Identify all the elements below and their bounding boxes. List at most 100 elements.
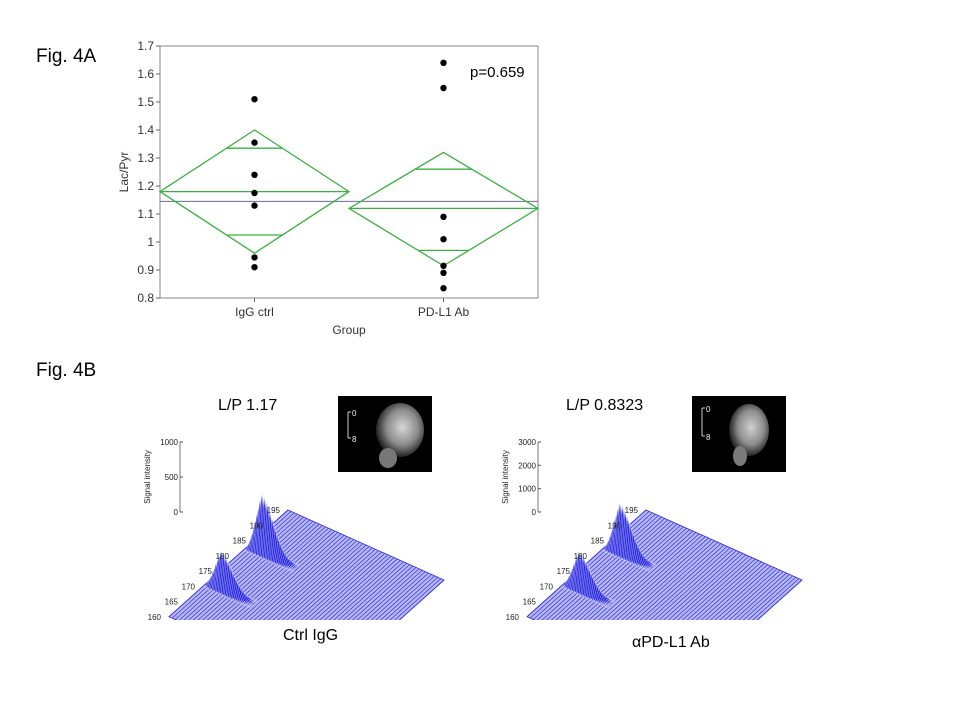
p-value: p=0.659 [470, 64, 525, 81]
spectrum-peak [244, 598, 253, 606]
data-point [251, 96, 258, 103]
data-point [251, 254, 258, 261]
spectrum-peak [247, 599, 256, 608]
data-point [251, 139, 258, 146]
spectrum-trace [705, 564, 768, 620]
spectrum-trace [239, 532, 339, 620]
spectrum-trace [532, 512, 653, 620]
spectrum-peak [603, 599, 613, 607]
spectrum-trace [225, 527, 329, 620]
spectrum-trace [546, 516, 662, 620]
spectrum-trace [677, 555, 750, 620]
spectrum-trace [262, 539, 354, 620]
spectrum-trace [220, 526, 326, 620]
spectrum-trace [253, 536, 348, 620]
spectrum-trace [398, 579, 445, 620]
x-axis-label: Group [332, 323, 366, 337]
spectrum-trace [686, 558, 756, 620]
y-tick-label: 1.2 [137, 179, 154, 193]
data-point [440, 213, 447, 220]
ppm-tick-label: 190 [250, 521, 264, 530]
spectrum-trace [663, 551, 740, 620]
spectrum-trace [691, 560, 759, 620]
spectrum-trace [305, 551, 382, 620]
caption-pdl1: αPD-L1 Ab [632, 634, 710, 651]
spectrum-trace [541, 515, 659, 620]
y-tick-label: 1 [147, 235, 154, 249]
spectrum-trace [611, 536, 706, 620]
spectrum-trace [644, 546, 728, 620]
spectrum-trace [351, 565, 414, 620]
spectrum-trace [672, 554, 747, 620]
spectrum-trace [286, 546, 370, 620]
spectrum-trace [216, 525, 323, 620]
lp-ratio-ctrl: L/P 1.17 [218, 397, 278, 414]
y-tick-label: 0.9 [137, 263, 154, 277]
spectrum-trace [620, 539, 712, 620]
spectrum-trace [291, 547, 373, 620]
svg-text:0: 0 [352, 409, 357, 418]
spectrum-trace [295, 548, 376, 620]
data-point [440, 236, 447, 243]
spectra-plot-pdl1: 0 1000 2000 3000 Signal intensity 19519018518… [501, 438, 803, 620]
spectrum-trace [272, 541, 361, 620]
spectrum-peak [242, 597, 252, 606]
z-axis-label: Signal intensity [501, 450, 510, 504]
spectrum-trace [197, 519, 311, 620]
spectrum-trace [300, 550, 379, 620]
z-tick-label: 0 [174, 508, 179, 517]
svg-text:8: 8 [352, 435, 357, 444]
spectrum-trace [319, 555, 392, 620]
spectrum-trace [380, 574, 432, 620]
spectrum-trace [653, 548, 734, 620]
y-tick-label: 0.8 [137, 291, 154, 305]
spectrum-trace [639, 544, 725, 620]
ppm-tick-label: 175 [199, 567, 213, 576]
spectrum-peak [643, 561, 652, 570]
ppm-tick-label: 170 [182, 582, 196, 591]
spectrum-trace [719, 568, 778, 620]
spectrum-peak [600, 597, 610, 606]
spectrum-trace [337, 561, 404, 620]
spectrum-peak [288, 563, 297, 571]
spectra-waterfall-pdl1: 0 1000 2000 3000 Signal intensity 19519018518… [501, 438, 803, 620]
spectrum-trace [752, 578, 800, 620]
z-tick-label: 500 [165, 473, 179, 482]
spectrum-trace [597, 532, 697, 620]
ppm-tick-label: 160 [148, 613, 162, 620]
fig-4a-label: Fig. 4A [36, 46, 97, 67]
spectrum-trace [365, 569, 423, 620]
spectrum-peak [286, 562, 296, 570]
z-tick-label: 3000 [518, 438, 536, 447]
spectrum-trace [574, 525, 681, 620]
spectrum-trace [723, 569, 781, 620]
y-tick-label: 1.5 [137, 95, 154, 109]
spectrum-peak [245, 599, 255, 607]
spectrum-trace [230, 529, 332, 620]
ppm-tick-label: 170 [540, 582, 554, 591]
spectrum-trace [564, 522, 675, 620]
ppm-tick-label: 185 [591, 537, 605, 546]
spectrum-trace [277, 543, 364, 620]
mri-image-ctrl: 0 8 [338, 396, 432, 472]
y-tick-label: 1.6 [137, 67, 154, 81]
spectrum-trace [728, 571, 784, 620]
spectrum-peak [602, 598, 611, 606]
z-tick-label: 2000 [518, 461, 536, 470]
spectrum-trace [211, 523, 320, 620]
spectrum-trace [635, 543, 722, 620]
data-point [251, 202, 258, 209]
spectrum-trace [188, 516, 304, 620]
spectrum-trace [742, 575, 793, 620]
ppm-tick-label: 175 [557, 567, 571, 576]
spectrum-trace [747, 576, 797, 620]
x-tick-label: IgG ctrl [235, 305, 274, 319]
spectrum-trace [738, 574, 790, 620]
z-axis-label: Signal intensity [143, 450, 152, 504]
spectrum-trace [578, 526, 684, 620]
spectrum-trace [649, 547, 731, 620]
spectrum-trace [667, 553, 744, 620]
spectrum-trace [206, 522, 317, 620]
lac-pyr-chart: 0.8 0.9 1 1.1 1.2 1.3 1.4 1.5 1.6 1.7 IgG ctrl PD-L… [117, 39, 540, 337]
